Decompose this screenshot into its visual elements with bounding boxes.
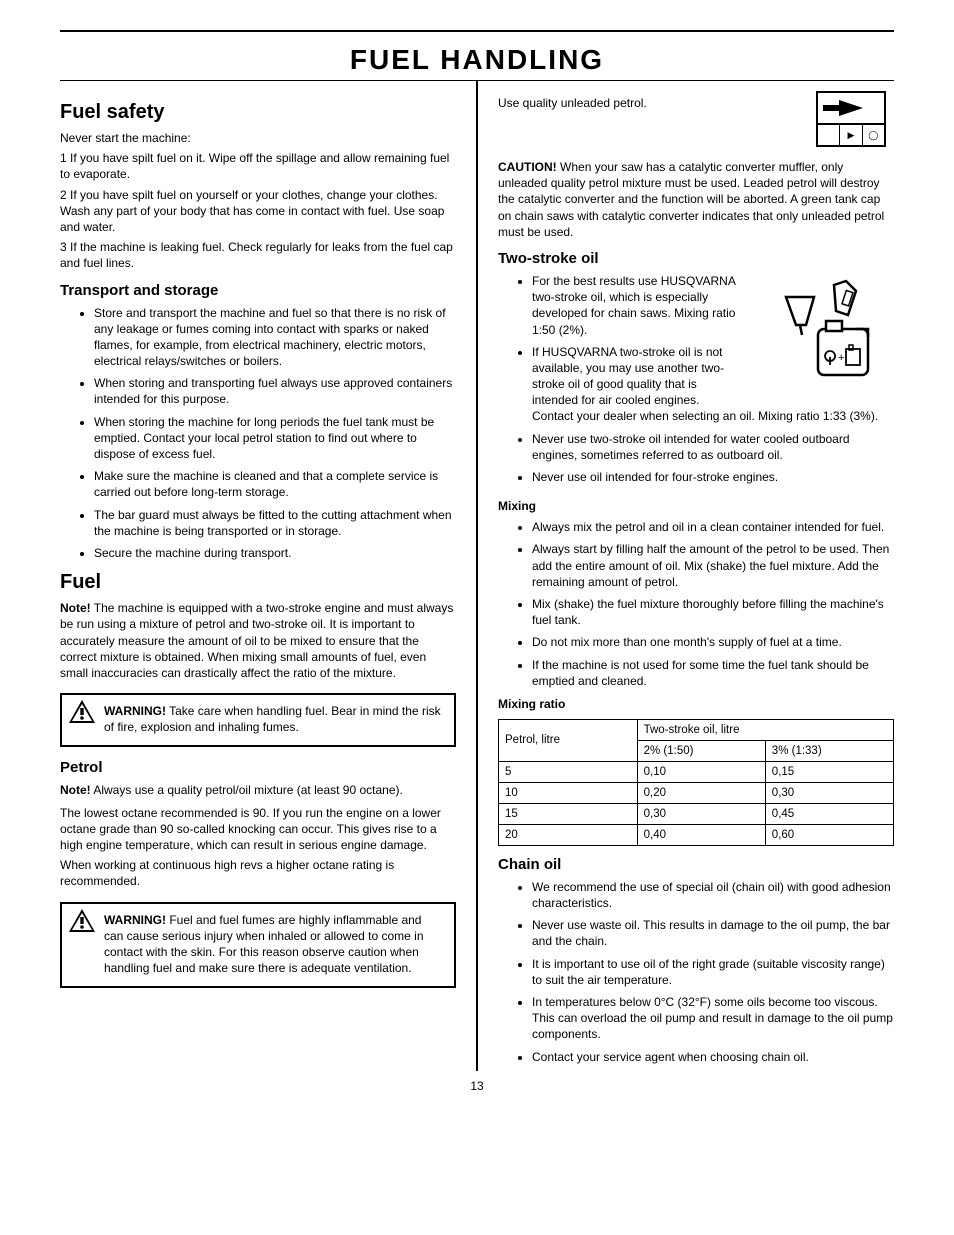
cell: 0,45 — [765, 803, 893, 824]
list-item: If the machine is not used for some time… — [532, 657, 894, 689]
table-row: 5 0,10 0,15 — [499, 761, 894, 782]
content-columns: Fuel safety Never start the machine: 1 I… — [60, 81, 894, 1071]
mixing-list: Always mix the petrol and oil in a clean… — [532, 519, 894, 689]
figure-cell — [818, 125, 840, 145]
fuel-heading: Fuel — [60, 571, 456, 594]
caution-note: CAUTION! When your saw has a catalytic c… — [498, 159, 894, 240]
transport-heading: Transport and storage — [60, 282, 456, 299]
list-item: Contact your service agent when choosing… — [532, 1049, 894, 1065]
cell: 0,40 — [637, 824, 765, 845]
petrol-note-text: Always use a quality petrol/oil mixture … — [93, 783, 402, 797]
list-item: Always start by filling half the amount … — [532, 541, 894, 590]
chain-oil-heading: Chain oil — [498, 856, 894, 873]
warning-icon — [68, 699, 96, 725]
list-item: Make sure the machine is cleaned and tha… — [94, 468, 456, 500]
list-item: The bar guard must always be fitted to t… — [94, 507, 456, 539]
two-stroke-heading: Two-stroke oil — [498, 250, 894, 267]
cell: 0,20 — [637, 782, 765, 803]
mixing-figure: + — [756, 277, 886, 387]
petrol-high: When working at continuous high revs a h… — [60, 857, 456, 889]
cell: 10 — [499, 782, 638, 803]
chain-oil-list: We recommend the use of special oil (cha… — [532, 879, 894, 1065]
list-item: When storing the machine for long period… — [94, 414, 456, 463]
left-column: Fuel safety Never start the machine: 1 I… — [60, 81, 476, 1071]
fuel-safety-item1: 1 If you have spilt fuel on it. Wipe off… — [60, 150, 456, 182]
page-title: FUEL HANDLING — [60, 44, 894, 76]
list-item: Store and transport the machine and fuel… — [94, 305, 456, 370]
petrol-heading: Petrol — [60, 759, 456, 776]
cell: 0,30 — [765, 782, 893, 803]
note-label: Note! — [60, 783, 91, 797]
warning-box: WARNING! Take care when handling fuel. B… — [60, 693, 456, 747]
transport-list: Store and transport the machine and fuel… — [94, 305, 456, 562]
list-item: Never use waste oil. This results in dam… — [532, 917, 894, 949]
list-item: Always mix the petrol and oil in a clean… — [532, 519, 894, 535]
note-text: The machine is equipped with a two-strok… — [60, 601, 453, 680]
cell: 0,10 — [637, 761, 765, 782]
table-row: Petrol, litre Two-stroke oil, litre — [499, 719, 894, 740]
fuel-safety-item3: 3 If the machine is leaking fuel. Check … — [60, 239, 456, 271]
col-3pct: 3% (1:33) — [765, 740, 893, 761]
ratio-heading: Mixing ratio — [498, 697, 894, 711]
mixing-heading: Mixing — [498, 499, 894, 513]
petrol-rec: The lowest octane recommended is 90. If … — [60, 805, 456, 854]
warning-label: WARNING! — [104, 913, 166, 927]
svg-text:+: + — [838, 352, 844, 364]
ratio-table: Petrol, litre Two-stroke oil, litre 2% (… — [498, 719, 894, 846]
col-petrol: Petrol, litre — [499, 719, 638, 761]
table-row: 15 0,30 0,45 — [499, 803, 894, 824]
list-item: In temperatures below 0°C (32°F) some oi… — [532, 994, 894, 1043]
list-item: It is important to use oil of the right … — [532, 956, 894, 988]
fuel-safety-heading: Fuel safety — [60, 101, 456, 124]
caution-label: CAUTION! — [498, 160, 557, 174]
cell: 0,15 — [765, 761, 893, 782]
fuel-note: Note! The machine is equipped with a two… — [60, 600, 456, 681]
table-row: 10 0,20 0,30 — [499, 782, 894, 803]
petrol-note: Note! Always use a quality petrol/oil mi… — [60, 782, 456, 798]
list-item: Do not mix more than one month's supply … — [532, 634, 894, 650]
warning-box: WARNING! Fuel and fuel fumes are highly … — [60, 902, 456, 989]
list-item: When storing and transporting fuel alway… — [94, 375, 456, 407]
cell: 20 — [499, 824, 638, 845]
col-oil: Two-stroke oil, litre — [637, 719, 893, 740]
col-2pct: 2% (1:50) — [637, 740, 765, 761]
right-column: ▶ ◯ Use quality unleaded petrol. CAUTION… — [476, 81, 894, 1071]
figure-cell: ▶ — [840, 125, 862, 145]
cell: 15 — [499, 803, 638, 824]
cell: 5 — [499, 761, 638, 782]
cell: 0,30 — [637, 803, 765, 824]
fuel-safety-item2: 2 If you have spilt fuel on yourself or … — [60, 187, 456, 236]
stop-switch-figure: ▶ ◯ — [816, 91, 886, 147]
list-item: We recommend the use of special oil (cha… — [532, 879, 894, 911]
figure-cell: ◯ — [863, 125, 884, 145]
note-label: Note! — [60, 601, 91, 615]
cell: 0,60 — [765, 824, 893, 845]
fuel-safety-intro: Never start the machine: — [60, 130, 456, 146]
list-item: Secure the machine during transport. — [94, 545, 456, 561]
list-item: Never use two-stroke oil intended for wa… — [532, 431, 894, 463]
page-number: 13 — [60, 1079, 894, 1093]
warning-icon — [68, 908, 96, 934]
list-item: Never use oil intended for four-stroke e… — [532, 469, 894, 485]
table-row: 20 0,40 0,60 — [499, 824, 894, 845]
warning-label: WARNING! — [104, 704, 166, 718]
list-item: Mix (shake) the fuel mixture thoroughly … — [532, 596, 894, 628]
